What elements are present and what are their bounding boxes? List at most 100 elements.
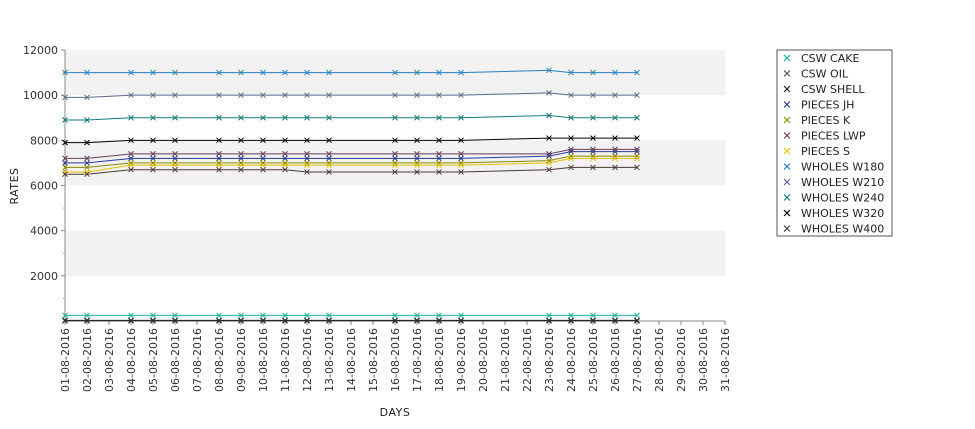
data-point-wholes-w320 bbox=[326, 137, 332, 144]
data-point-csw-shell bbox=[150, 317, 156, 324]
series-line-pieces-k bbox=[65, 155, 637, 168]
data-point-wholes-w240 bbox=[304, 114, 310, 121]
data-point-pieces-jh bbox=[216, 155, 222, 162]
data-point-pieces-jh bbox=[392, 155, 398, 162]
data-point-wholes-w210 bbox=[128, 92, 134, 99]
x-tick-label: 27-08-2016 bbox=[631, 328, 644, 392]
data-point-pieces-jh bbox=[172, 155, 178, 162]
data-point-wholes-w240 bbox=[546, 112, 552, 119]
data-point-pieces-k bbox=[392, 160, 398, 166]
data-point-pieces-lwp bbox=[458, 151, 464, 157]
data-point-wholes-w210 bbox=[568, 92, 574, 99]
data-point-pieces-k bbox=[238, 160, 244, 166]
x-tick-label: 22-08-2016 bbox=[521, 328, 534, 392]
data-point-wholes-w320 bbox=[304, 137, 310, 144]
data-point-pieces-k bbox=[326, 160, 332, 166]
data-point-wholes-w210 bbox=[546, 90, 552, 96]
y-tick-label: 12000 bbox=[23, 44, 58, 57]
x-tick-label: 26-08-2016 bbox=[609, 328, 622, 392]
x-tick-label: 14-08-2016 bbox=[345, 328, 358, 392]
data-point-csw-cake bbox=[458, 312, 464, 319]
data-point-pieces-s bbox=[612, 155, 618, 162]
legend-box bbox=[776, 49, 893, 237]
data-point-wholes-w210 bbox=[150, 92, 156, 99]
data-point-wholes-w180 bbox=[634, 69, 640, 76]
series-line-pieces-lwp bbox=[65, 148, 637, 159]
data-point-pieces-jh bbox=[238, 155, 244, 162]
data-point-wholes-w240 bbox=[128, 114, 134, 121]
data-point-pieces-k bbox=[612, 153, 618, 159]
x-tick-label: 03-08-2016 bbox=[103, 328, 116, 392]
data-point-wholes-w180 bbox=[172, 69, 178, 76]
data-point-csw-cake bbox=[84, 312, 90, 319]
data-point-wholes-w210 bbox=[238, 92, 244, 99]
data-point-pieces-jh bbox=[304, 155, 310, 162]
y-axis-ticks: 2000 4000 6000 8000 10000 12000 bbox=[23, 44, 65, 299]
y-tick-label: 2000 bbox=[30, 270, 58, 283]
data-point-pieces-lwp bbox=[216, 151, 222, 157]
data-point-csw-cake bbox=[612, 312, 618, 319]
data-point-wholes-w320 bbox=[150, 137, 156, 144]
legend: CSW CAKE CSW OIL CSW SHELL PIECES JH PIECES … bbox=[776, 49, 893, 237]
data-point-wholes-w240 bbox=[216, 114, 222, 121]
data-point-wholes-w400 bbox=[392, 169, 398, 175]
data-point-csw-shell bbox=[414, 317, 420, 324]
data-point-pieces-k bbox=[282, 160, 288, 166]
data-point-pieces-s bbox=[304, 162, 310, 169]
data-point-pieces-k bbox=[634, 153, 640, 159]
data-point-wholes-w240 bbox=[634, 114, 640, 121]
data-point-csw-shell bbox=[458, 317, 464, 324]
data-point-pieces-k bbox=[458, 160, 464, 166]
data-point-pieces-jh bbox=[568, 148, 574, 155]
legend-label: PIECES S bbox=[801, 145, 850, 158]
data-point-wholes-w180 bbox=[282, 69, 288, 76]
data-point-wholes-w320 bbox=[568, 135, 574, 141]
y-tick-label: 6000 bbox=[30, 180, 58, 193]
data-point-pieces-lwp bbox=[282, 151, 288, 157]
data-point-wholes-w320 bbox=[128, 137, 134, 144]
data-point-csw-cake bbox=[436, 312, 442, 319]
legend-label: PIECES JH bbox=[801, 99, 854, 112]
data-point-wholes-w320 bbox=[392, 137, 398, 144]
data-point-pieces-k bbox=[568, 153, 574, 159]
data-point-wholes-w180 bbox=[436, 69, 442, 76]
data-point-csw-shell bbox=[590, 317, 596, 324]
x-tick-label: 21-08-2016 bbox=[499, 328, 512, 392]
data-point-pieces-k bbox=[546, 157, 552, 164]
data-point-wholes-w400 bbox=[260, 166, 266, 173]
x-tick-label: 18-08-2016 bbox=[433, 328, 446, 392]
data-point-wholes-w240 bbox=[260, 114, 266, 121]
data-point-pieces-s bbox=[62, 169, 68, 175]
data-point-wholes-w210 bbox=[436, 92, 442, 99]
x-tick-label: 15-08-2016 bbox=[367, 328, 380, 392]
x-tick-label: 08-08-2016 bbox=[213, 328, 226, 392]
data-point-csw-shell bbox=[216, 317, 222, 324]
data-point-pieces-lwp bbox=[128, 151, 134, 157]
legend-item-csw-oil: CSW OIL bbox=[783, 68, 849, 81]
series-line-wholes-w210 bbox=[65, 92, 637, 98]
legend-label: WHOLES W320 bbox=[801, 207, 884, 220]
data-point-wholes-w400 bbox=[568, 164, 574, 171]
data-point-wholes-w180 bbox=[612, 69, 618, 76]
legend-item-pieces-jh: PIECES JH bbox=[783, 99, 854, 112]
legend-item-pieces-lwp: PIECES LWP bbox=[783, 130, 866, 143]
data-point-wholes-w210 bbox=[612, 92, 618, 99]
data-point-pieces-jh bbox=[260, 155, 266, 162]
data-point-wholes-w210 bbox=[304, 92, 310, 99]
data-point-pieces-lwp bbox=[414, 151, 420, 157]
data-point-wholes-w320 bbox=[458, 137, 464, 144]
data-point-pieces-jh bbox=[84, 160, 90, 166]
data-point-csw-cake bbox=[546, 312, 552, 319]
data-point-csw-cake bbox=[414, 312, 420, 319]
data-point-pieces-k bbox=[590, 153, 596, 159]
data-point-wholes-w210 bbox=[260, 92, 266, 99]
x-tick-label: 30-08-2016 bbox=[697, 328, 710, 392]
data-point-wholes-w320 bbox=[436, 137, 442, 144]
data-point-wholes-w210 bbox=[84, 94, 90, 101]
data-point-pieces-s bbox=[282, 162, 288, 169]
data-point-wholes-w240 bbox=[568, 114, 574, 121]
data-point-pieces-s bbox=[458, 162, 464, 169]
data-point-pieces-k bbox=[172, 160, 178, 166]
data-point-pieces-k bbox=[216, 160, 222, 166]
legend-item-wholes-w240: WHOLES W240 bbox=[783, 192, 884, 205]
